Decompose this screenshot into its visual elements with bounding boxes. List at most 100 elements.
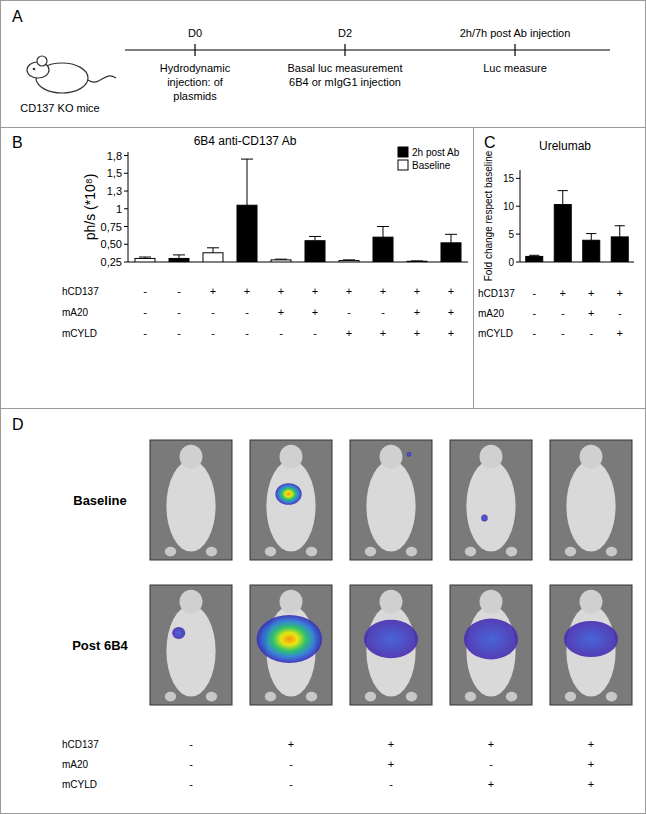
y-tick-label: 1 [116, 203, 122, 215]
panel-frame [1, 128, 474, 409]
signal-blob [364, 620, 418, 658]
error-bar [615, 226, 625, 237]
mouse-paw [406, 547, 417, 557]
mouse-body [166, 460, 215, 551]
timeline-step: Basal luc measurement [288, 62, 403, 74]
error-line [179, 255, 180, 259]
panel-frame [474, 128, 646, 409]
error-cap [529, 255, 539, 256]
error-cap [309, 236, 321, 237]
chart-title: 6B4 anti-CD137 Ab [194, 134, 297, 148]
y-tick [124, 191, 128, 192]
y-tick-label: 0,25 [101, 256, 122, 268]
error-line [213, 248, 214, 253]
error-line [315, 236, 316, 240]
condition-sign: - [189, 758, 193, 770]
error-cap [241, 159, 253, 160]
error-bar [411, 260, 423, 261]
condition-sign: + [414, 327, 420, 339]
panel-label: B [12, 134, 23, 151]
condition-sign: - [177, 327, 181, 339]
mouse-image [150, 585, 232, 705]
y-tick [516, 234, 520, 235]
condition-sign: + [380, 285, 386, 297]
error-line [247, 159, 248, 205]
y-tick-label: 0,75 [101, 221, 122, 233]
image-bg [450, 585, 532, 705]
mouse-head [380, 590, 403, 614]
mouse-paw [206, 547, 217, 557]
condition-sign: + [388, 758, 394, 770]
condition-sign: - [143, 327, 147, 339]
y-tick [124, 173, 128, 174]
condition-sign: + [380, 327, 386, 339]
condition-sign: - [143, 306, 147, 318]
mouse-paw [465, 547, 476, 557]
mouse-body [466, 460, 515, 551]
image-bg [150, 585, 232, 705]
timeline-axis [125, 49, 610, 50]
plot-marks [526, 191, 629, 262]
mouse-head [180, 590, 203, 614]
legend-label: 2h post Ab [412, 147, 460, 158]
mouse-paw [306, 692, 317, 702]
mouse-body [366, 460, 415, 551]
condition-sign: - [211, 327, 215, 339]
condition-label: mCYLD [62, 779, 97, 790]
mouse-image [250, 440, 332, 560]
error-bar [173, 255, 185, 259]
timeline-step: 6B4 or mIgG1 injection [289, 76, 401, 88]
image-bg [250, 440, 332, 560]
error-bar [343, 259, 355, 261]
timeline-tick [194, 44, 195, 56]
mouse-paw [506, 547, 517, 557]
mouse-head [280, 590, 303, 614]
image-bg [350, 585, 432, 705]
mouse-head [480, 590, 503, 614]
mouse-paw [206, 692, 217, 702]
image-bg [250, 585, 332, 705]
error-cap [139, 257, 151, 258]
mouse-paw [165, 547, 176, 557]
condition-sign: + [388, 738, 394, 750]
timeline-tick [514, 44, 515, 56]
mouse-paw [465, 692, 476, 702]
condition-sign: + [278, 306, 284, 318]
condition-label: hCD137 [62, 286, 99, 297]
y-tick [516, 206, 520, 207]
mouse-image [550, 440, 632, 560]
condition-sign: + [617, 287, 623, 299]
condition-sign: - [245, 327, 249, 339]
condition-sign: - [289, 758, 293, 770]
condition-sign: + [617, 327, 623, 339]
error-bar [558, 191, 568, 205]
timeline-step: Hydrodynamic [160, 62, 231, 74]
error-cap [558, 190, 568, 191]
timeline-step: plasmids [173, 90, 217, 102]
mouse-image [450, 440, 532, 560]
y-tick [124, 155, 128, 156]
condition-sign: + [588, 287, 594, 299]
timeline-tick [344, 44, 345, 56]
mouse-icon [27, 56, 116, 93]
condition-sign: + [244, 285, 250, 297]
mouse-eye [33, 68, 36, 71]
bar [441, 243, 461, 262]
mouse-paw [565, 692, 576, 702]
condition-sign: + [278, 285, 284, 297]
y-tick [124, 208, 128, 209]
error-cap [343, 259, 355, 260]
condition-sign: - [189, 778, 193, 790]
mouse-image [350, 440, 432, 560]
error-cap [173, 254, 185, 255]
condition-sign: - [143, 285, 147, 297]
condition-sign: + [588, 738, 594, 750]
condition-sign: - [389, 778, 393, 790]
bar [271, 260, 291, 262]
condition-sign: + [312, 285, 318, 297]
y-tick [516, 178, 520, 179]
timeline-day: D0 [188, 27, 202, 39]
mouse-paw [506, 692, 517, 702]
y-axis [128, 152, 129, 262]
mouse-paw [606, 547, 617, 557]
